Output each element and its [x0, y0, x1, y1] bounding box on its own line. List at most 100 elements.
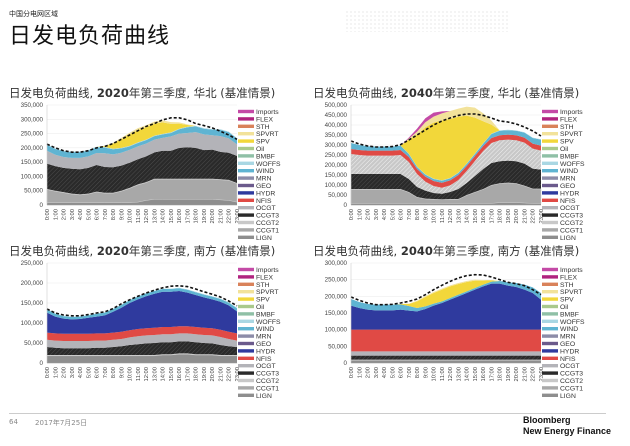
legend-label: STH — [256, 124, 270, 131]
legend-swatch — [238, 191, 254, 195]
x-tick-label: 10:00 — [128, 367, 134, 382]
legend-item-nfis: NFIS — [542, 198, 576, 205]
legend-label: MRN — [560, 176, 576, 183]
x-tick-label: 11:00 — [136, 209, 142, 223]
legend-item-ccgt1: CCGT1 — [238, 385, 279, 392]
legend-swatch — [238, 312, 254, 316]
legend-label: BMBF — [560, 311, 579, 318]
chart-panel-north-2020: 日发电负荷曲线, 2020年第三季度, 华北 (基准情景) 0 50,000 100… — [9, 85, 321, 245]
legend-swatch — [542, 109, 558, 114]
x-tick-label: 20:00 — [210, 367, 216, 382]
legend-label: OCGT — [256, 363, 276, 370]
x-tick-label: 5:00 — [390, 209, 396, 220]
y-tick-label: 250,000 — [325, 152, 348, 159]
total-demand-line — [46, 284, 238, 317]
legend-label: CCGT3 — [256, 213, 279, 220]
x-tick-label: 7:00 — [103, 209, 109, 220]
legend-item-nfis: NFIS — [238, 198, 272, 205]
legend-swatch — [542, 146, 558, 151]
legend-swatch — [238, 356, 254, 360]
legend-label: GEO — [560, 183, 575, 190]
legend-item-mrn: MRN — [542, 176, 576, 183]
y-tick-label: 100,000 — [325, 327, 348, 334]
area-nfis — [351, 329, 541, 352]
x-tick-label: 17:00 — [489, 367, 495, 382]
legend-label: Oil — [560, 146, 569, 153]
legend-swatch — [238, 183, 254, 188]
y-tick-label: 0 — [40, 202, 44, 209]
x-tick-label: 10:00 — [128, 209, 134, 224]
legend-item-woffs: WOFFS — [238, 319, 281, 326]
legend-swatch — [542, 371, 558, 375]
page-title: 日发电负荷曲线 — [9, 24, 171, 49]
x-tick-label: 3:00 — [70, 367, 76, 378]
legend-label: BMBF — [560, 153, 579, 160]
y-tick-label: 100,000 — [325, 182, 348, 189]
x-tick-label: 9:00 — [423, 209, 429, 220]
legend-swatch — [238, 235, 254, 239]
x-tick-label: 20:00 — [514, 367, 520, 382]
legend-item-ccgt2: CCGT2 — [238, 378, 279, 385]
area-ocgt — [47, 132, 237, 170]
x-tick-label: 22:00 — [227, 367, 233, 382]
legend-swatch — [542, 228, 558, 232]
legend-item-oil: Oil — [238, 304, 265, 311]
legend-item-flex: FLEX — [542, 274, 577, 281]
x-tick-label: 0:00 — [349, 367, 355, 378]
legend-label: Imports — [256, 109, 279, 116]
x-tick-label: 18:00 — [194, 367, 200, 382]
legend-label: CCGT2 — [256, 378, 279, 385]
legend-item-ccgt1: CCGT1 — [542, 385, 583, 392]
x-tick-label: 12:00 — [144, 367, 150, 382]
legend-label: WOFFS — [560, 319, 585, 326]
legend-label: SPV — [560, 139, 574, 146]
legend-label: NFIS — [256, 356, 272, 363]
y-tick-label: 200,000 — [325, 293, 348, 300]
chart-title-prefix: 日发电负荷曲线, — [313, 86, 401, 100]
legend-label: CCGT1 — [560, 385, 583, 392]
legend-swatch — [238, 267, 254, 272]
legend-label: LIGN — [256, 235, 272, 242]
legend-swatch — [238, 220, 254, 225]
legend-label: HYDR — [560, 348, 579, 355]
legend-label: Oil — [256, 146, 265, 153]
section-label: 中国分电网区域 — [9, 10, 58, 18]
y-tick-label: 200,000 — [21, 280, 44, 287]
y-tick-label: 300,000 — [325, 142, 348, 149]
legend-label: CCGT2 — [560, 220, 583, 227]
x-tick-label: 19:00 — [506, 209, 512, 224]
legend-swatch — [238, 341, 254, 346]
area-ccgt3 — [351, 355, 541, 360]
legend-item-imports: Imports — [542, 109, 583, 116]
legend-item-sth: STH — [542, 124, 574, 131]
legend-swatch — [542, 297, 558, 301]
y-tick-label: 500,000 — [325, 102, 348, 109]
legend-item-ocgt: OCGT — [542, 363, 580, 370]
legend-swatch — [238, 169, 254, 173]
legend-item-mrn: MRN — [238, 176, 272, 183]
legend-label: STH — [256, 282, 270, 289]
legend-label: CCGT1 — [256, 227, 279, 234]
x-tick-label: 21:00 — [218, 367, 224, 382]
legend-swatch — [542, 117, 558, 121]
chart-title-suffix: 年第三季度, 华北 (基准情景) — [128, 86, 276, 100]
y-tick-label: 300,000 — [325, 260, 348, 267]
x-tick-label: 10:00 — [432, 367, 438, 382]
x-tick-label: 3:00 — [374, 209, 380, 220]
legend-item-spvrt: SPVRT — [238, 131, 279, 138]
x-tick-label: 1:00 — [53, 209, 59, 220]
x-tick-label: 14:00 — [161, 209, 167, 224]
x-tick-label: 1:00 — [53, 367, 59, 378]
legend-item-hydr: HYDR — [542, 190, 579, 197]
legend-item-geo: GEO — [238, 183, 271, 190]
legend-item-geo: GEO — [542, 183, 575, 190]
legend-swatch — [542, 393, 558, 397]
legend-swatch — [542, 139, 558, 143]
legend-label: Oil — [256, 304, 265, 311]
area-ocgt — [351, 351, 541, 356]
x-tick-label: 16:00 — [481, 209, 487, 224]
legend-swatch — [542, 356, 558, 360]
brand-line-1: Bloomberg — [523, 415, 571, 425]
area-ocgt — [351, 139, 541, 194]
area-ccgt2 — [47, 353, 237, 356]
